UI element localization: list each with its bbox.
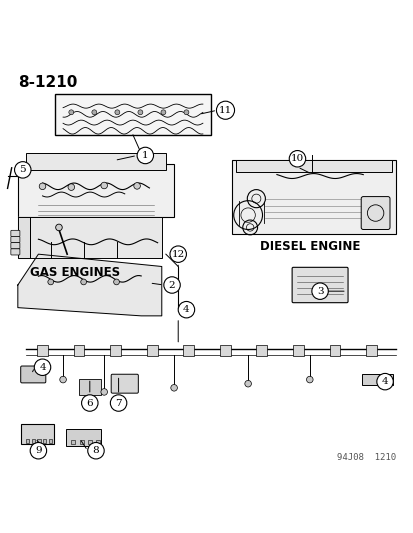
FancyBboxPatch shape: [37, 345, 48, 356]
Circle shape: [68, 184, 74, 190]
Circle shape: [34, 359, 51, 375]
FancyBboxPatch shape: [256, 345, 266, 356]
Circle shape: [88, 442, 104, 459]
FancyBboxPatch shape: [11, 249, 20, 255]
Circle shape: [183, 110, 188, 115]
Polygon shape: [18, 217, 30, 259]
Polygon shape: [18, 254, 161, 316]
FancyBboxPatch shape: [32, 439, 35, 442]
Circle shape: [81, 395, 98, 411]
FancyBboxPatch shape: [71, 440, 75, 444]
Text: 1: 1: [142, 151, 148, 160]
Circle shape: [115, 110, 119, 115]
FancyBboxPatch shape: [30, 217, 161, 259]
FancyBboxPatch shape: [49, 439, 52, 442]
Text: 10: 10: [290, 154, 304, 163]
Circle shape: [171, 384, 177, 391]
Text: GAS ENGINES: GAS ENGINES: [30, 266, 120, 279]
Circle shape: [114, 279, 119, 285]
FancyBboxPatch shape: [329, 345, 339, 356]
Circle shape: [376, 374, 392, 390]
FancyBboxPatch shape: [43, 439, 46, 442]
Circle shape: [69, 110, 74, 115]
Circle shape: [289, 150, 305, 167]
FancyBboxPatch shape: [219, 345, 230, 356]
Text: 2: 2: [169, 280, 175, 289]
FancyBboxPatch shape: [110, 345, 121, 356]
FancyBboxPatch shape: [55, 94, 211, 135]
Text: 12: 12: [171, 249, 184, 259]
FancyBboxPatch shape: [78, 379, 101, 395]
FancyBboxPatch shape: [11, 237, 20, 243]
Text: 11: 11: [218, 106, 232, 115]
FancyBboxPatch shape: [21, 424, 54, 444]
FancyBboxPatch shape: [111, 374, 138, 393]
FancyBboxPatch shape: [11, 230, 20, 237]
FancyBboxPatch shape: [183, 345, 194, 356]
Circle shape: [81, 279, 86, 285]
Circle shape: [161, 110, 166, 115]
FancyBboxPatch shape: [360, 197, 389, 230]
FancyBboxPatch shape: [79, 440, 83, 444]
Text: 4: 4: [381, 377, 387, 386]
FancyBboxPatch shape: [88, 440, 92, 444]
FancyBboxPatch shape: [235, 159, 391, 172]
FancyBboxPatch shape: [365, 345, 376, 356]
Circle shape: [138, 110, 142, 115]
FancyBboxPatch shape: [66, 429, 101, 446]
Circle shape: [55, 224, 62, 231]
FancyBboxPatch shape: [26, 154, 166, 170]
FancyBboxPatch shape: [74, 345, 84, 356]
Circle shape: [48, 279, 54, 285]
Text: 5: 5: [19, 165, 26, 174]
FancyBboxPatch shape: [147, 345, 157, 356]
Circle shape: [137, 147, 153, 164]
Circle shape: [170, 246, 186, 262]
Circle shape: [101, 389, 107, 395]
Circle shape: [306, 376, 312, 383]
Circle shape: [244, 381, 251, 387]
Circle shape: [311, 283, 328, 300]
Text: 8: 8: [93, 446, 99, 455]
Text: 6: 6: [86, 399, 93, 408]
Text: 94J08  1210: 94J08 1210: [336, 453, 395, 462]
Circle shape: [59, 376, 66, 383]
Circle shape: [110, 395, 126, 411]
Text: 3: 3: [316, 287, 323, 296]
Circle shape: [216, 101, 234, 119]
FancyBboxPatch shape: [18, 164, 174, 217]
FancyBboxPatch shape: [96, 440, 100, 444]
FancyBboxPatch shape: [37, 439, 40, 442]
Circle shape: [14, 161, 31, 178]
FancyBboxPatch shape: [361, 374, 392, 384]
Circle shape: [39, 183, 46, 190]
FancyBboxPatch shape: [231, 159, 395, 233]
FancyBboxPatch shape: [21, 366, 46, 383]
Circle shape: [164, 277, 180, 293]
Text: 8-1210: 8-1210: [18, 75, 77, 90]
Text: 4: 4: [183, 305, 189, 314]
Circle shape: [178, 302, 194, 318]
Circle shape: [101, 182, 107, 189]
Circle shape: [133, 183, 140, 189]
Circle shape: [92, 110, 97, 115]
FancyBboxPatch shape: [26, 439, 29, 442]
Text: 4: 4: [39, 363, 46, 372]
Text: DIESEL ENGINE: DIESEL ENGINE: [260, 240, 360, 253]
Text: 9: 9: [35, 446, 42, 455]
FancyBboxPatch shape: [11, 243, 20, 249]
Circle shape: [30, 442, 47, 459]
Text: 7: 7: [115, 399, 121, 408]
FancyBboxPatch shape: [292, 268, 347, 303]
FancyBboxPatch shape: [292, 345, 303, 356]
